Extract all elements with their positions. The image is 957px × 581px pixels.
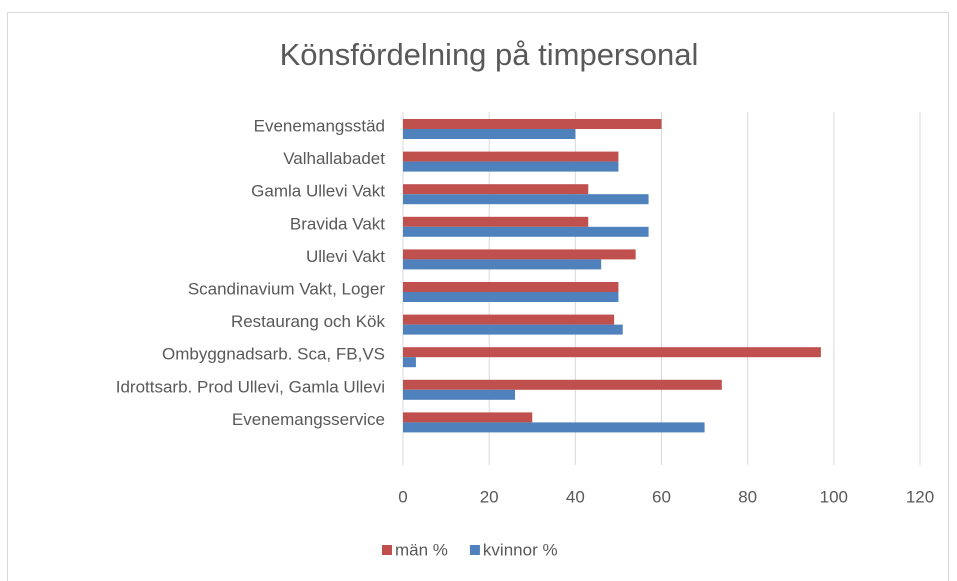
bar <box>403 422 705 433</box>
bar <box>403 379 722 390</box>
bar <box>403 119 662 129</box>
x-tick-label: 0 <box>398 487 407 506</box>
bar <box>403 151 619 162</box>
y-tick-label: Idrottsarb. Prod Ullevi, Gamla Ullevi <box>116 377 385 396</box>
bar <box>403 184 589 195</box>
y-tick-label: Evenemangsstäd <box>254 116 385 135</box>
bar <box>403 389 516 400</box>
x-tick-label: 120 <box>906 487 934 506</box>
bar <box>403 216 589 227</box>
bar <box>403 357 416 368</box>
legend-label: kvinnor % <box>483 540 558 559</box>
x-tick-label: 20 <box>480 487 499 506</box>
legend-swatch <box>382 545 392 555</box>
y-tick-label: Ombyggnadsarb. Sca, FB,VS <box>162 345 385 364</box>
bar <box>403 259 602 270</box>
y-tick-label: Scandinavium Vakt, Loger <box>188 279 386 298</box>
bar <box>403 324 623 335</box>
bar <box>403 129 576 139</box>
bar <box>403 194 649 205</box>
y-tick-label: Evenemangsservice <box>232 410 385 429</box>
x-tick-label: 40 <box>566 487 585 506</box>
y-tick-label: Bravida Vakt <box>290 214 385 233</box>
x-tick-label: 80 <box>738 487 757 506</box>
bar <box>403 347 821 358</box>
bar <box>403 314 615 325</box>
bar <box>403 249 636 260</box>
legend-swatch <box>469 545 480 555</box>
y-tick-label: Valhallabadet <box>283 149 385 168</box>
bar <box>403 226 649 237</box>
y-tick-label: Restaurang och Kök <box>231 312 386 331</box>
y-tick-label: Gamla Ullevi Vakt <box>251 182 385 201</box>
legend-label: män % <box>395 540 448 559</box>
y-tick-label: Ullevi Vakt <box>306 247 385 266</box>
bar <box>403 161 619 172</box>
x-tick-label: 60 <box>652 487 671 506</box>
bar <box>403 412 533 423</box>
chart-title: Könsfördelning på timpersonal <box>280 37 699 72</box>
x-tick-label: 100 <box>820 487 848 506</box>
bar <box>403 292 619 302</box>
bar <box>403 282 619 292</box>
